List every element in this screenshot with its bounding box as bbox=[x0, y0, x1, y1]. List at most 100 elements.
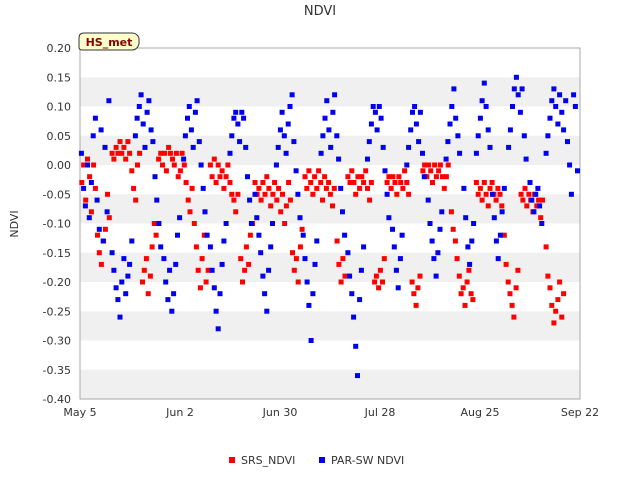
srs-ndvi-point bbox=[357, 185, 363, 191]
par-sw-ndvi-point bbox=[264, 308, 270, 314]
par-sw-ndvi-point bbox=[111, 267, 117, 273]
par-sw-ndvi-point bbox=[196, 139, 202, 145]
par-sw-ndvi-point bbox=[219, 261, 225, 267]
par-sw-ndvi-point bbox=[310, 291, 316, 297]
par-sw-ndvi-point bbox=[86, 215, 92, 221]
par-sw-ndvi-point bbox=[248, 221, 254, 226]
srs-ndvi-point bbox=[456, 273, 462, 279]
srs-ndvi-point bbox=[384, 180, 390, 185]
srs-ndvi-point bbox=[345, 174, 351, 180]
srs-ndvi-point bbox=[561, 291, 567, 297]
srs-ndvi-point bbox=[166, 144, 172, 150]
par-sw-ndvi-point bbox=[410, 109, 415, 115]
par-sw-ndvi-point bbox=[483, 104, 489, 109]
srs-ndvi-point bbox=[283, 203, 289, 209]
srs-ndvi-point bbox=[436, 168, 442, 174]
par-sw-ndvi-point bbox=[300, 232, 306, 238]
par-sw-ndvi-point bbox=[390, 226, 395, 232]
par-sw-ndvi-point bbox=[551, 86, 557, 92]
par-sw-ndvi-point bbox=[171, 291, 177, 297]
par-sw-ndvi-point bbox=[148, 127, 154, 133]
srs-ndvi-point bbox=[468, 291, 474, 297]
srs-ndvi-point bbox=[433, 174, 439, 180]
srs-ndvi-point bbox=[388, 185, 394, 191]
srs-ndvi-point bbox=[417, 273, 423, 279]
srs-ndvi-point bbox=[520, 197, 526, 203]
srs-ndvi-point bbox=[327, 191, 333, 197]
y-tick-label: -0.25 bbox=[43, 305, 71, 318]
srs-ndvi-point bbox=[207, 162, 213, 168]
par-sw-ndvi-point bbox=[358, 267, 364, 273]
srs-ndvi-point bbox=[302, 174, 308, 180]
par-sw-ndvi-point bbox=[572, 104, 578, 109]
par-sw-ndvi-point bbox=[412, 104, 418, 109]
srs-ndvi-point bbox=[409, 279, 415, 285]
srs-ndvi-point bbox=[209, 174, 215, 180]
srs-ndvi-point bbox=[460, 285, 466, 291]
srs-ndvi-point bbox=[297, 244, 303, 250]
srs-ndvi-point bbox=[373, 273, 379, 279]
par-sw-ndvi-point bbox=[408, 127, 414, 133]
srs-ndvi-point bbox=[441, 185, 447, 191]
srs-ndvi-point bbox=[129, 168, 135, 174]
par-sw-ndvi-point bbox=[425, 197, 431, 203]
srs-ndvi-point bbox=[171, 162, 177, 168]
par-sw-ndvi-point bbox=[82, 203, 88, 209]
srs-ndvi-point bbox=[117, 139, 123, 145]
srs-ndvi-point bbox=[260, 180, 266, 185]
par-sw-ndvi-point bbox=[281, 133, 287, 139]
srs-ndvi-point bbox=[229, 191, 235, 197]
par-sw-ndvi-point bbox=[473, 150, 479, 156]
srs-ndvi-point bbox=[518, 191, 524, 197]
srs-ndvi-point bbox=[340, 256, 346, 262]
srs-ndvi-point bbox=[131, 185, 137, 191]
par-sw-ndvi-point bbox=[302, 256, 308, 262]
par-sw-ndvi-point bbox=[129, 238, 135, 244]
par-sw-ndvi-point bbox=[154, 197, 160, 203]
srs-ndvi-point bbox=[390, 174, 396, 180]
srs-ndvi-point bbox=[179, 150, 185, 156]
srs-ndvi-point bbox=[513, 285, 519, 291]
par-sw-ndvi-point bbox=[479, 98, 485, 104]
par-sw-ndvi-point bbox=[575, 168, 580, 174]
srs-ndvi-point bbox=[223, 174, 229, 180]
srs-ndvi-point bbox=[293, 256, 299, 262]
srs-ndvi-point bbox=[349, 168, 355, 174]
srs-ndvi-point bbox=[135, 162, 140, 168]
srs-ndvi-point bbox=[133, 197, 139, 203]
srs-ndvi-point bbox=[392, 180, 398, 185]
par-sw-ndvi-point bbox=[200, 185, 206, 191]
srs-ndvi-point bbox=[415, 285, 421, 291]
par-sw-ndvi-point bbox=[433, 273, 439, 279]
srs-ndvi-point bbox=[363, 168, 369, 174]
par-sw-ndvi-point bbox=[125, 273, 131, 279]
srs-ndvi-point bbox=[193, 244, 199, 250]
srs-ndvi-point bbox=[96, 250, 102, 256]
srs-ndvi-point bbox=[509, 302, 515, 308]
par-sw-ndvi-point bbox=[113, 285, 119, 291]
srs-ndvi-point bbox=[156, 156, 162, 162]
par-sw-ndvi-point bbox=[391, 244, 397, 250]
srs-ndvi-point bbox=[355, 174, 361, 180]
par-sw-ndvi-point bbox=[332, 92, 338, 98]
legend-swatch bbox=[229, 457, 235, 463]
srs-ndvi-point bbox=[299, 226, 305, 232]
srs-ndvi-point bbox=[386, 174, 392, 180]
srs-ndvi-point bbox=[430, 180, 435, 185]
srs-ndvi-point bbox=[559, 314, 565, 320]
par-sw-ndvi-point bbox=[175, 232, 180, 238]
par-sw-ndvi-point bbox=[320, 133, 326, 139]
par-sw-ndvi-point bbox=[138, 92, 144, 98]
srs-ndvi-point bbox=[242, 267, 248, 273]
srs-ndvi-point bbox=[540, 197, 545, 203]
srs-ndvi-point bbox=[85, 156, 90, 162]
par-sw-ndvi-point bbox=[167, 267, 173, 273]
par-sw-ndvi-point bbox=[156, 221, 162, 226]
par-sw-ndvi-point bbox=[277, 127, 283, 133]
srs-ndvi-point bbox=[454, 256, 460, 262]
srs-ndvi-point bbox=[380, 279, 385, 285]
par-sw-ndvi-point bbox=[209, 267, 215, 273]
srs-ndvi-point bbox=[413, 302, 419, 308]
par-sw-ndvi-point bbox=[293, 168, 299, 174]
par-sw-ndvi-point bbox=[393, 267, 399, 273]
